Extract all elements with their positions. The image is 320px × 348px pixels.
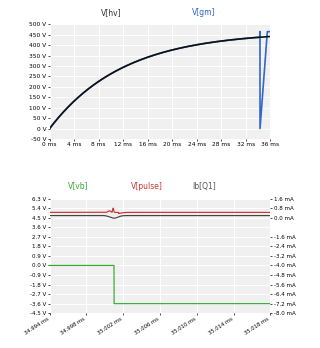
Text: V[vb]: V[vb] bbox=[68, 182, 89, 191]
Text: V[gm]: V[gm] bbox=[192, 8, 216, 17]
Text: Ib[Q1]: Ib[Q1] bbox=[192, 182, 216, 191]
Text: V[pulse]: V[pulse] bbox=[131, 182, 163, 191]
Text: V[hv]: V[hv] bbox=[101, 8, 122, 17]
